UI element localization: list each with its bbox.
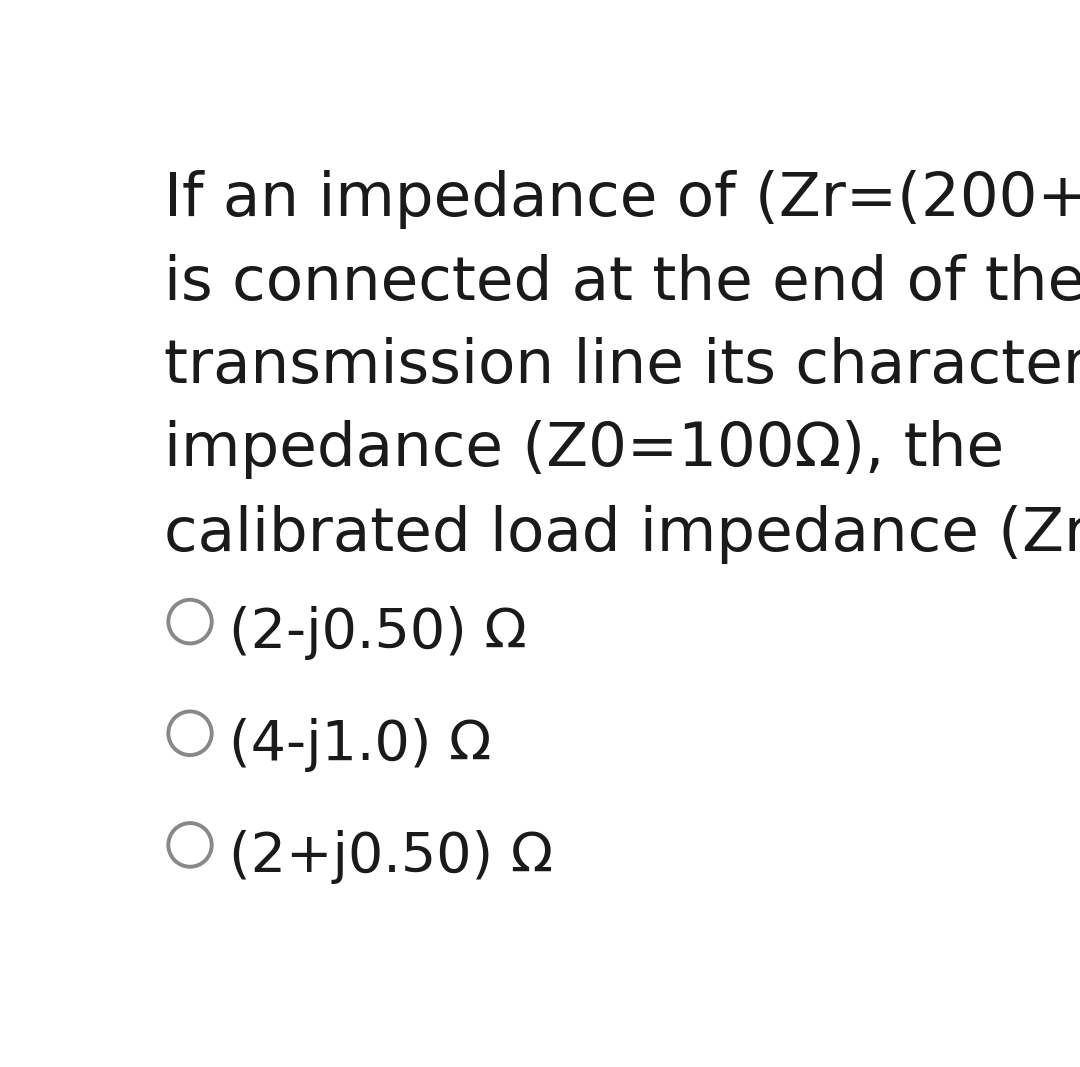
Text: transmission line its characteristic: transmission line its characteristic	[164, 337, 1080, 396]
Text: If an impedance of (Zr=(200+j50) Ω): If an impedance of (Zr=(200+j50) Ω)	[164, 171, 1080, 229]
Text: (2+j0.50) Ω: (2+j0.50) Ω	[229, 829, 553, 883]
Text: is connected at the end of the: is connected at the end of the	[164, 254, 1080, 313]
Text: calibrated load impedance (Zr´) is.: calibrated load impedance (Zr´) is.	[164, 503, 1080, 564]
Text: impedance (Z0=100Ω), the: impedance (Z0=100Ω), the	[164, 420, 1004, 479]
Text: (4-j1.0) Ω: (4-j1.0) Ω	[229, 718, 491, 771]
Text: (2-j0.50) Ω: (2-j0.50) Ω	[229, 606, 527, 660]
